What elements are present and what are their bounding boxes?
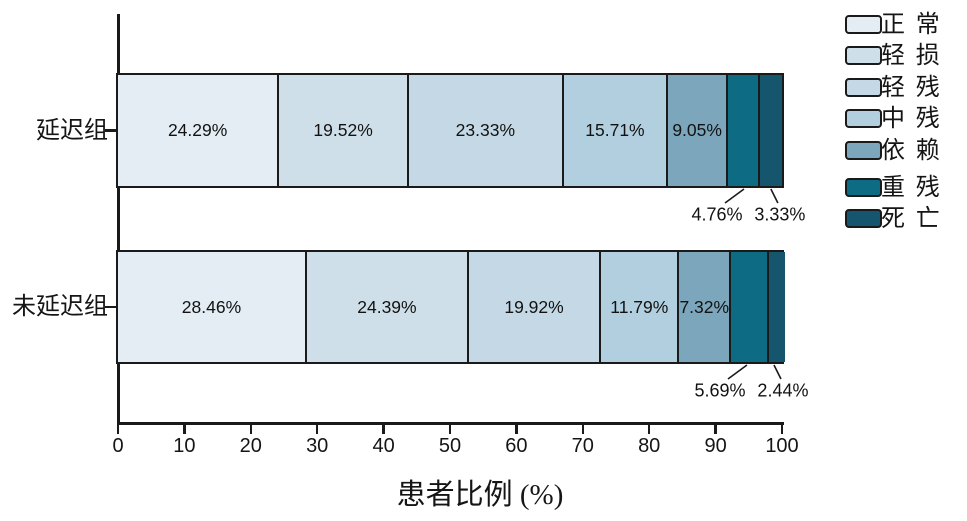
bar-segment: 15.71% bbox=[563, 75, 669, 186]
callout-value-label: 3.33% bbox=[754, 204, 806, 225]
x-axis-title: 患者比例 (%) bbox=[396, 479, 564, 511]
callout-value-label: 4.76% bbox=[691, 204, 743, 225]
category-label: 延迟组 bbox=[36, 117, 108, 144]
callout-value-label: 5.69% bbox=[694, 380, 746, 401]
bar-segment: 11.79% bbox=[601, 252, 680, 362]
y-axis-tick bbox=[105, 129, 117, 132]
x-axis-tick-label: 90 bbox=[704, 435, 727, 457]
bar-segment: 7.32% bbox=[679, 252, 732, 362]
x-axis-tick bbox=[647, 425, 651, 434]
y-axis-line bbox=[116, 14, 120, 425]
segment-value-label: 19.52% bbox=[313, 120, 373, 140]
x-axis-tick-label: 10 bbox=[173, 435, 196, 457]
bar-segment: 23.33% bbox=[408, 75, 564, 186]
bar-segment: 19.92% bbox=[468, 252, 602, 362]
bar-segment bbox=[768, 252, 786, 362]
x-axis-tick bbox=[183, 425, 186, 434]
bar-row: 24.29% 19.52% 23.33% 15.71% 9.05% bbox=[116, 73, 784, 188]
x-axis-tick-label: 60 bbox=[505, 435, 528, 457]
x-axis-tick bbox=[515, 425, 518, 434]
legend-label: 依赖 bbox=[881, 138, 951, 164]
x-axis-tick bbox=[315, 425, 319, 434]
legend-swatch bbox=[845, 209, 882, 228]
x-axis-tick bbox=[714, 425, 717, 434]
x-axis-tick-label: 20 bbox=[239, 435, 262, 457]
bar-segment bbox=[731, 252, 769, 362]
x-axis-tick-label: 0 bbox=[112, 435, 124, 457]
x-axis-tick bbox=[116, 425, 120, 434]
legend-label: 正常 bbox=[881, 12, 951, 38]
bar-segment: 24.39% bbox=[306, 252, 469, 362]
x-axis-tick-label: 70 bbox=[571, 435, 594, 457]
legend-swatch bbox=[845, 141, 882, 160]
bar-segment bbox=[759, 75, 782, 186]
bar-segment: 28.46% bbox=[118, 252, 307, 362]
legend-swatch bbox=[845, 15, 882, 34]
x-axis-tick-label: 100 bbox=[765, 435, 799, 457]
segment-value-label: 28.46% bbox=[181, 296, 242, 317]
leader-line bbox=[727, 364, 748, 380]
x-axis-tick-label: 50 bbox=[438, 435, 462, 457]
legend-swatch bbox=[845, 78, 882, 97]
segment-value-label: 7.32% bbox=[679, 296, 730, 317]
legend-swatch bbox=[845, 46, 882, 65]
x-axis-tick bbox=[581, 425, 585, 434]
bar-segment: 9.05% bbox=[668, 75, 729, 186]
legend-swatch bbox=[845, 109, 882, 128]
x-axis-tick bbox=[448, 425, 452, 434]
leader-line bbox=[770, 188, 779, 204]
x-axis-tick bbox=[249, 425, 253, 434]
bar-segment bbox=[728, 75, 760, 186]
bar-row: 28.46% 24.39% 19.92% 11.79% 7.32% bbox=[116, 250, 786, 364]
legend-label: 死亡 bbox=[881, 206, 951, 232]
segment-value-label: 23.33% bbox=[455, 120, 516, 140]
bar-segment: 19.52% bbox=[279, 75, 409, 186]
x-axis-line bbox=[116, 422, 784, 425]
legend-label: 中残 bbox=[881, 106, 951, 132]
category-label: 未延迟组 bbox=[12, 294, 108, 320]
segment-value-label: 24.39% bbox=[357, 296, 417, 317]
leader-line bbox=[773, 364, 782, 380]
x-axis-tick-label: 80 bbox=[638, 435, 661, 457]
callout-value-label: 2.44% bbox=[757, 380, 809, 401]
segment-value-label: 19.92% bbox=[504, 296, 564, 317]
x-axis-tick-label: 30 bbox=[306, 435, 329, 457]
leader-line bbox=[724, 188, 745, 204]
x-axis-tick-label: 40 bbox=[372, 435, 395, 457]
x-axis-tick bbox=[382, 425, 385, 434]
legend-label: 重残 bbox=[881, 175, 951, 201]
segment-value-label: 24.29% bbox=[167, 120, 228, 140]
segment-value-label: 9.05% bbox=[672, 120, 722, 140]
y-axis-tick bbox=[105, 305, 117, 309]
x-axis-tick bbox=[780, 425, 784, 434]
segment-value-label: 11.79% bbox=[610, 296, 669, 317]
segment-value-label: 15.71% bbox=[585, 120, 645, 140]
bar-segment: 24.29% bbox=[118, 75, 280, 186]
legend-label: 轻残 bbox=[881, 75, 951, 101]
legend-swatch bbox=[845, 178, 882, 197]
legend-label: 轻损 bbox=[881, 43, 951, 69]
